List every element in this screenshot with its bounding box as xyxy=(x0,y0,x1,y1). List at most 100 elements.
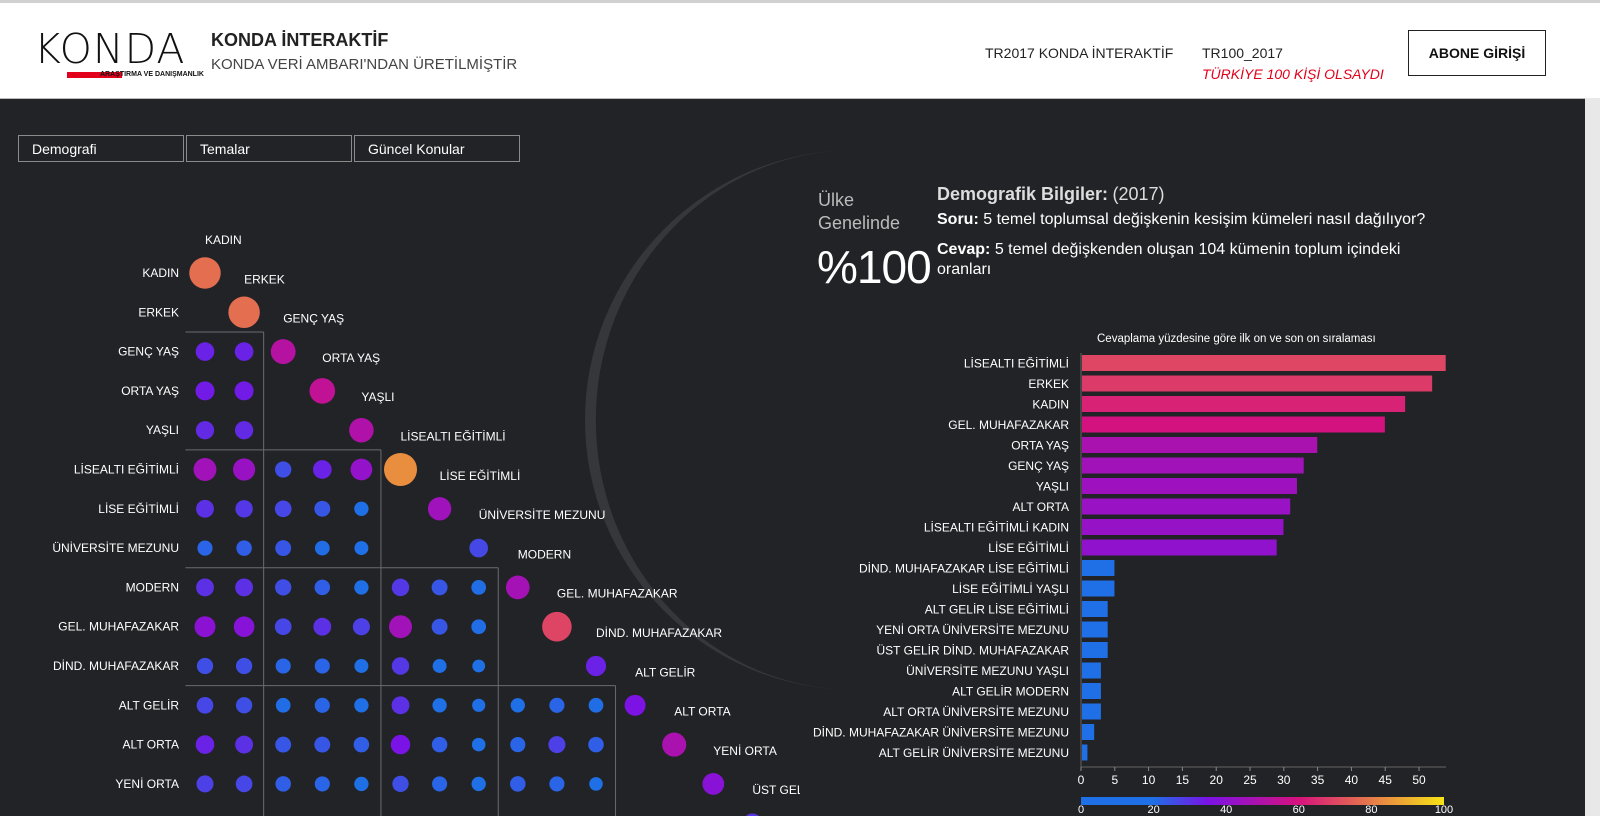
bar xyxy=(1082,724,1095,740)
x-tick-label: 30 xyxy=(1277,773,1291,787)
x-tick-label: 0 xyxy=(1078,773,1085,787)
matrix-bubble xyxy=(472,698,486,712)
matrix-row-label: KADIN xyxy=(142,266,179,280)
bar xyxy=(1082,355,1446,371)
bar-category-label: YENİ ORTA ÜNİVERSİTE MEZUNU xyxy=(876,623,1069,637)
x-tick-label: 15 xyxy=(1176,773,1190,787)
matrix-diagonal-label: LİSE EĞİTİMLİ xyxy=(440,468,521,483)
bar-category-label: ERKEK xyxy=(1028,377,1069,391)
matrix-row-label: ÜNİVERSİTE MEZUNU xyxy=(52,541,179,555)
bar-category-label: ORTA YAŞ xyxy=(1011,439,1069,453)
matrix-bubble xyxy=(354,659,369,673)
nav-tr100-subtitle[interactable]: TÜRKİYE 100 KİŞİ OLSAYDI xyxy=(1202,66,1384,82)
matrix-diagonal-bubble xyxy=(270,339,296,365)
bar xyxy=(1082,396,1406,412)
matrix-bubble xyxy=(391,696,410,715)
matrix-bubble xyxy=(354,541,369,556)
matrix-bubble xyxy=(431,579,448,596)
logo-wordmark: KONDA xyxy=(34,25,186,73)
bar-category-label: KADIN xyxy=(1032,398,1069,412)
color-scale-tick: 80 xyxy=(1365,804,1377,816)
matrix-bubble xyxy=(354,501,369,516)
bar-category-label: ALT ORTA ÜNİVERSİTE MEZUNU xyxy=(883,705,1069,719)
subscriber-login-button[interactable]: ABONE GİRİŞİ xyxy=(1408,30,1546,76)
matrix-row-label: GENÇ YAŞ xyxy=(118,345,179,359)
matrix-bubble xyxy=(275,658,291,674)
tab-guncel-konular[interactable]: Güncel Konular xyxy=(354,135,520,162)
nav-tr100-link[interactable]: TR100_2017 xyxy=(1202,45,1283,61)
top-border xyxy=(0,0,1600,3)
matrix-bubble xyxy=(196,657,214,675)
logo-red-bar xyxy=(67,72,122,78)
matrix-bubble xyxy=(510,737,526,753)
matrix-diagonal-label: LİSEALTI EĞİTİMLİ xyxy=(401,429,506,444)
matrix-bubble xyxy=(432,659,447,673)
matrix-bubble xyxy=(353,736,370,753)
bar-category-label: ALT ORTA xyxy=(1013,500,1069,514)
matrix-bubble xyxy=(236,540,252,556)
bubble-matrix-chart[interactable]: KADIN KADIN ERKEK ERKEK GENÇ YAŞ GENÇ YAŞ ORTA… xyxy=(0,0,800,816)
bar xyxy=(1082,437,1318,453)
matrix-diagonal-label: GEL. MUHAFAZAKAR xyxy=(557,587,678,601)
matrix-bubble xyxy=(390,734,411,755)
bar xyxy=(1082,642,1108,658)
matrix-bubble xyxy=(471,619,487,635)
matrix-bubble xyxy=(354,580,369,595)
matrix-bubble xyxy=(234,421,254,440)
nav-tr2017-link[interactable]: TR2017 KONDA İNTERAKTİF xyxy=(985,45,1174,61)
matrix-row-label: ERKEK xyxy=(138,305,179,319)
bar-category-label: ALT GELİR MODERN xyxy=(952,685,1069,699)
matrix-bubble xyxy=(352,618,370,636)
tab-temalar[interactable]: Temalar xyxy=(186,135,352,162)
brand-subtitle: KONDA VERİ AMBARI'NDAN ÜRETİLMİŞTİR xyxy=(211,56,518,73)
info-panel: Demografik Bilgiler: (2017) Soru: 5 teme… xyxy=(937,184,1457,290)
matrix-bubble xyxy=(431,736,448,753)
matrix-bubble xyxy=(196,499,214,518)
matrix-diagonal-bubble xyxy=(585,655,607,677)
matrix-diagonal-bubble xyxy=(662,732,687,757)
answer-label: Cevap: xyxy=(937,241,991,258)
matrix-diagonal-bubble xyxy=(383,452,418,487)
matrix-bubble xyxy=(275,579,292,596)
matrix-row-label: YAŞLI xyxy=(146,423,179,437)
matrix-bubble xyxy=(431,618,448,635)
matrix-diagonal-label: ÜNİVERSİTE MEZUNU xyxy=(479,508,606,522)
matrix-bubble xyxy=(588,697,604,713)
matrix-diagonal-bubble xyxy=(745,813,759,816)
answer-text: 5 temel değişkenden oluşan 104 kümenin t… xyxy=(937,241,1401,278)
matrix-bubble xyxy=(510,776,526,792)
bar-category-label: LİSEALTI EĞİTİMLİ KADIN xyxy=(924,520,1069,535)
matrix-diagonal-bubble xyxy=(228,296,260,329)
matrix-row-label: ALT GELİR xyxy=(119,698,180,712)
matrix-row-label: LİSE EĞİTİMLİ xyxy=(98,501,179,516)
bar xyxy=(1082,662,1101,679)
matrix-bubble xyxy=(391,657,410,675)
matrix-bubble xyxy=(314,697,330,713)
country-percent: %100 xyxy=(817,241,932,293)
matrix-bubble xyxy=(549,697,565,713)
matrix-diagonal-label: ERKEK xyxy=(244,272,285,286)
matrix-diagonal-bubble xyxy=(542,611,572,642)
matrix-bubble xyxy=(389,615,412,639)
matrix-bubble xyxy=(234,342,254,361)
bar xyxy=(1082,580,1115,597)
matrix-bubble xyxy=(195,421,215,440)
konda-logo[interactable]: KONDA ARAŞTIRMA VE DANIŞMANLIK xyxy=(34,25,204,81)
matrix-diagonal-bubble xyxy=(349,417,374,443)
matrix-bubble xyxy=(275,736,292,753)
matrix-row-label: DİND. MUHAFAZAKAR xyxy=(53,659,179,673)
bar-category-label: LİSEALTI EĞİTİMLİ xyxy=(964,356,1069,371)
x-tick-label: 35 xyxy=(1311,773,1325,787)
logo-subtitle: ARAŞTIRMA VE DANIŞMANLIK xyxy=(100,71,204,78)
bar-category-label: LİSE EĞİTİMLİ YAŞLI xyxy=(952,581,1069,596)
matrix-bubble xyxy=(312,460,332,479)
matrix-row-label: MODERN xyxy=(126,580,179,594)
matrix-bubble xyxy=(193,458,217,481)
tab-demografi[interactable]: Demografi xyxy=(18,135,184,162)
ranking-bar-chart[interactable]: Cevaplama yüzdesine göre ilk on ve son o… xyxy=(800,0,1600,816)
matrix-bubble xyxy=(314,500,331,517)
page-scrollbar[interactable] xyxy=(1585,98,1600,816)
matrix-bubble xyxy=(471,580,487,595)
matrix-bubble xyxy=(472,659,486,673)
matrix-bubble xyxy=(234,381,254,401)
